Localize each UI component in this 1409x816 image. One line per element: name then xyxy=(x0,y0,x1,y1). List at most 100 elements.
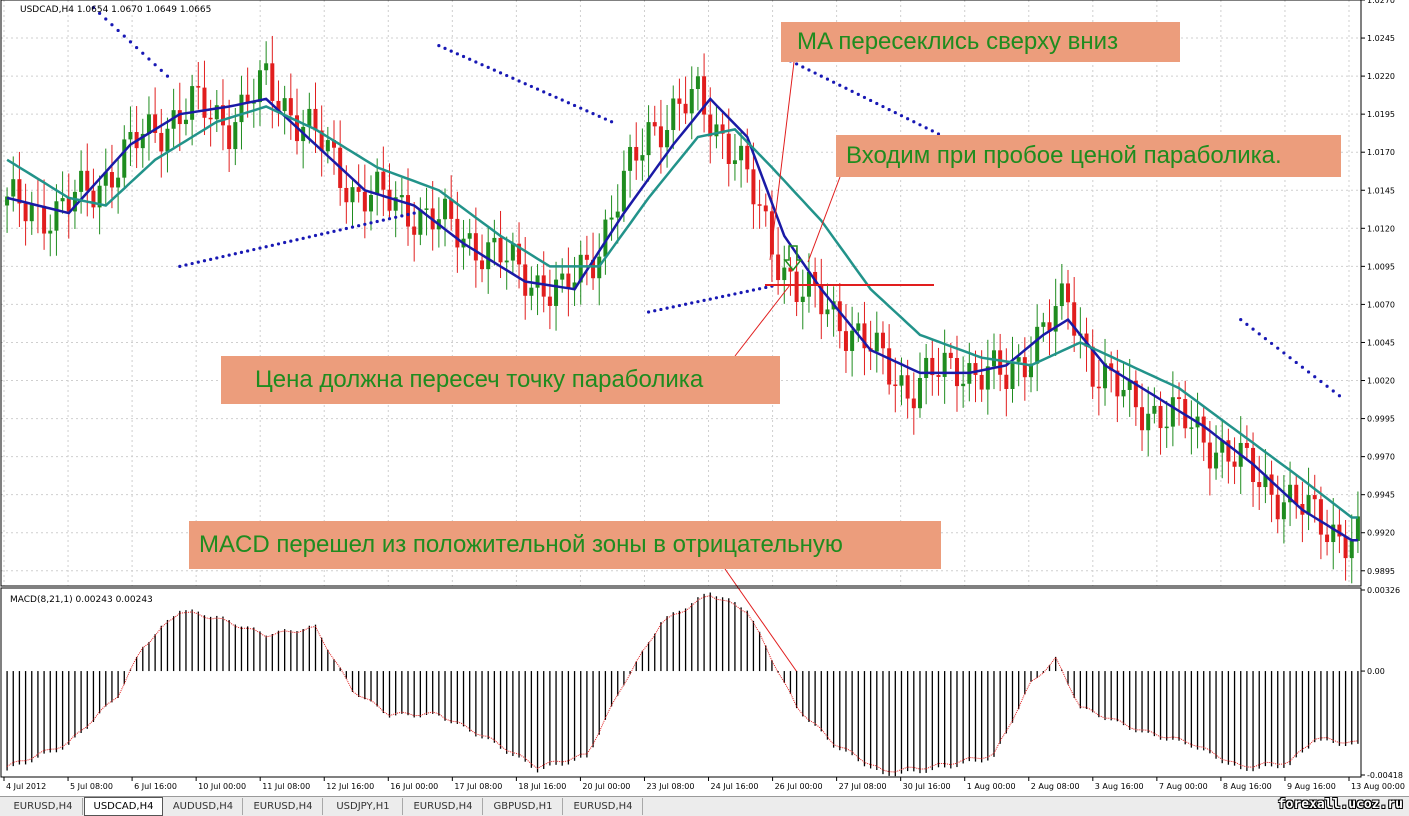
sar-dot-upper xyxy=(1294,360,1298,365)
sar-dot-upper xyxy=(603,117,607,121)
sar-dot-upper xyxy=(1313,375,1317,379)
candle-body xyxy=(1214,452,1219,469)
sar-dot-upper xyxy=(542,90,546,94)
sar-dot-upper xyxy=(1269,341,1274,346)
symbol-tab[interactable]: EURUSD,H4 xyxy=(4,798,83,815)
candle-body xyxy=(942,352,947,377)
candle-body xyxy=(794,271,799,302)
sar-dot-lower xyxy=(387,217,392,221)
sar-dot-upper xyxy=(893,111,897,115)
candle-body xyxy=(91,190,96,208)
macd-tick-label: -0.00418 xyxy=(1367,771,1403,780)
sar-dot-upper xyxy=(1306,370,1311,374)
sar-dot-lower xyxy=(215,256,219,260)
x-tick-label: 7 Aug 00:00 xyxy=(1159,782,1208,791)
candle-body xyxy=(578,254,583,283)
symbol-tab[interactable]: USDJPY,H1 xyxy=(324,798,403,815)
sar-dot-lower xyxy=(758,287,762,291)
candle-body xyxy=(319,130,324,152)
sar-dot-upper xyxy=(135,45,139,50)
annotation-entry: Входим при пробое ценой параболика. xyxy=(836,135,1341,177)
symbol-tab[interactable]: EURUSD,H4 xyxy=(404,798,483,815)
candle-body xyxy=(54,201,59,231)
sar-dot-upper xyxy=(906,117,910,121)
sar-dot-upper xyxy=(443,46,447,50)
x-tick-label: 24 Jul 16:00 xyxy=(711,782,759,791)
sar-dot-lower xyxy=(313,233,318,238)
candle-body xyxy=(800,296,805,302)
sar-dot-upper xyxy=(1282,351,1286,355)
x-tick-label: 11 Jul 08:00 xyxy=(262,782,310,791)
candle-body xyxy=(899,375,904,386)
candle-body xyxy=(60,198,65,202)
candle-body xyxy=(1109,363,1114,371)
sar-dot-lower xyxy=(246,249,250,253)
candle-body xyxy=(862,323,867,349)
y-tick-label: 1.0095 xyxy=(1367,262,1395,271)
price-panel-border xyxy=(0,0,1362,587)
candle-body xyxy=(498,237,503,263)
candle-body xyxy=(29,204,34,222)
candle-body xyxy=(1084,333,1089,347)
candle-body xyxy=(720,124,725,134)
annotation-text: Цена должна пересеч точку параболика xyxy=(255,366,704,393)
candle-body xyxy=(985,366,990,390)
candle-body xyxy=(732,160,737,164)
macd-panel-border xyxy=(0,587,1362,778)
candle-body xyxy=(369,194,374,212)
sar-dot-upper xyxy=(591,112,595,116)
candle-body xyxy=(1096,386,1101,389)
y-tick-label: 0.9920 xyxy=(1367,529,1395,538)
candle-body xyxy=(1331,524,1336,543)
candle-body xyxy=(948,352,953,358)
candle-body xyxy=(1226,440,1231,462)
y-tick-label: 1.0020 xyxy=(1367,377,1395,386)
sar-dot-upper xyxy=(116,28,120,33)
sar-dot-upper xyxy=(498,71,503,75)
candle-body xyxy=(640,155,645,161)
candle-body xyxy=(658,126,663,148)
macd-tick-label: 0.00326 xyxy=(1367,586,1400,595)
pointer-line xyxy=(807,176,841,263)
candle-body xyxy=(634,146,639,161)
candle-body xyxy=(227,125,232,150)
sar-dot-lower xyxy=(227,253,231,257)
symbol-tab[interactable]: EURUSD,H4 xyxy=(244,798,323,815)
candle-body xyxy=(535,275,540,288)
symbol-tab[interactable]: USDCAD,H4 xyxy=(84,797,163,816)
sar-dot-upper xyxy=(560,98,564,102)
candle-body xyxy=(424,208,429,210)
sar-dot-lower xyxy=(350,225,355,229)
sar-dot-lower xyxy=(295,238,299,242)
sar-dot-upper xyxy=(104,17,108,21)
candle-body xyxy=(177,110,182,125)
x-tick-label: 2 Aug 08:00 xyxy=(1031,782,1080,791)
candle-body xyxy=(418,209,423,235)
candle-body xyxy=(190,86,195,120)
y-tick-label: 1.0045 xyxy=(1367,338,1395,347)
candle-body xyxy=(270,63,275,101)
entry-arrow xyxy=(783,245,803,272)
sar-dot-lower xyxy=(702,298,706,302)
sar-dot-upper xyxy=(585,109,589,113)
candle-body xyxy=(1066,283,1071,303)
price-panel xyxy=(5,6,1360,673)
sar-dot-upper xyxy=(1251,327,1255,331)
candle-body xyxy=(72,191,77,212)
sar-dot-lower xyxy=(258,246,262,250)
symbol-tab[interactable]: EURUSD,H4 xyxy=(564,798,643,815)
candle-body xyxy=(1244,442,1249,448)
symbol-tab[interactable]: GBPUSD,H1 xyxy=(484,798,563,815)
y-tick-label: 1.0195 xyxy=(1367,110,1395,119)
candle-body xyxy=(936,375,941,377)
candle-body xyxy=(307,108,312,127)
candle-body xyxy=(665,130,670,148)
candle-body xyxy=(146,114,151,134)
candle-body xyxy=(961,383,966,387)
candle-body xyxy=(880,332,885,349)
symbol-tab[interactable]: AUDUSD,H4 xyxy=(164,798,243,815)
sar-dot-upper xyxy=(474,60,478,64)
slow-ma-line xyxy=(6,105,1358,519)
candle-body xyxy=(887,348,892,385)
